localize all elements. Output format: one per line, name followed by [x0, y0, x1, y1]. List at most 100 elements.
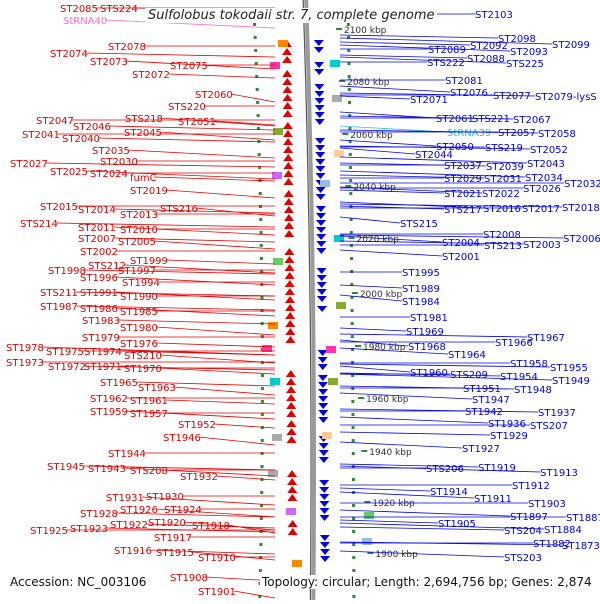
right-gene-label: ST1984	[402, 297, 440, 308]
reverse-gene-arrow	[316, 248, 327, 254]
right-gene-label: ST2098	[498, 34, 536, 45]
left-gene-label: ST1985	[120, 307, 158, 318]
forward-gene-arrow	[285, 304, 296, 311]
left-gene-label: ST2030	[100, 157, 138, 168]
forward-gene-arrow	[287, 494, 298, 501]
left-gene-label: StRNA40	[63, 16, 107, 27]
left-gene-label: STS208	[130, 466, 168, 477]
right-gene-label: ST1929	[490, 431, 528, 442]
right-leader-line	[339, 205, 445, 210]
ruler-dot	[259, 205, 263, 208]
left-gene-label: ST1923	[70, 524, 108, 535]
left-leader-line	[173, 386, 276, 396]
right-leader-line	[339, 294, 403, 302]
left-leader-line	[85, 52, 276, 58]
left-gene-label: ST1971	[84, 362, 122, 373]
left-leader-line	[198, 436, 276, 446]
right-leader-line	[339, 372, 501, 377]
reverse-gene-arrow	[315, 152, 326, 158]
right-leader-line	[339, 463, 479, 468]
ruler-dot	[255, 75, 259, 78]
ruler-dot	[346, 23, 350, 26]
left-leader-line	[115, 276, 276, 286]
reverse-gene-arrow	[317, 364, 328, 370]
reverse-gene-arrow	[315, 159, 326, 165]
genome-title: Sulfolobus tokodaii str. 7, complete gen…	[145, 8, 438, 23]
feature-block	[330, 60, 340, 67]
reverse-gene-arrow	[314, 69, 325, 75]
left-leader-line	[55, 222, 276, 228]
genome-backbone	[304, 0, 316, 604]
ruler-label: 2100 kbp	[344, 26, 387, 36]
right-leader-line	[339, 373, 553, 381]
left-gene-label: ST1908	[170, 573, 208, 584]
ruler-label: 1900 kbp	[375, 550, 418, 560]
forward-gene-arrow	[284, 296, 295, 303]
right-leader-line	[339, 487, 431, 492]
right-gene-label: ST2017	[522, 204, 560, 215]
reverse-gene-arrow	[318, 443, 329, 449]
reverse-gene-arrow	[314, 91, 325, 97]
ruler-dot	[349, 231, 353, 234]
ruler-dot	[352, 595, 356, 598]
left-gene-label: ST1915	[156, 548, 194, 559]
ruler-dot	[254, 62, 258, 65]
right-gene-label: ST1955	[550, 363, 588, 374]
forward-gene-arrow	[282, 86, 293, 93]
left-gene-label: ST2027	[10, 159, 48, 170]
feature-block	[334, 235, 344, 242]
right-gene-label: ST1913	[540, 468, 578, 479]
left-gene-label: ST1922	[110, 520, 148, 531]
right-gene-label: ST1967	[527, 333, 565, 344]
feature-block	[272, 172, 282, 179]
right-leader-line	[339, 392, 473, 400]
reverse-gene-arrow	[319, 542, 330, 548]
left-gene-label: ST1998	[48, 266, 86, 277]
forward-gene-arrow	[286, 402, 297, 409]
left-gene-label: ST1957	[130, 409, 168, 420]
reverse-gene-arrow	[316, 268, 327, 274]
left-leader-line	[183, 521, 276, 531]
ruler-dot	[348, 153, 352, 156]
left-gene-label: fumC	[130, 173, 157, 184]
forward-gene-arrow	[283, 154, 294, 161]
ruler-dot	[259, 231, 263, 234]
ruler-dot	[349, 244, 353, 247]
right-gene-label: ST2052	[530, 145, 568, 156]
left-leader-line	[215, 475, 276, 481]
right-leader-line	[339, 145, 531, 150]
ruler-dot	[254, 49, 258, 52]
ruler-dot	[350, 309, 354, 312]
forward-gene-arrow	[282, 130, 293, 137]
ruler-dot	[260, 465, 264, 468]
left-gene-label: ST2019	[130, 186, 168, 197]
ruler-dot	[350, 348, 354, 351]
ruler-dot	[351, 361, 355, 364]
left-leader-line	[83, 269, 276, 275]
ruler-dot	[351, 478, 355, 481]
reverse-gene-arrow	[319, 480, 330, 486]
reverse-gene-arrow	[315, 145, 326, 151]
right-leader-line	[339, 162, 487, 167]
right-gene-label: ST1966	[495, 338, 533, 349]
left-leader-line	[113, 226, 276, 236]
left-gene-label: ST2051	[178, 117, 216, 128]
right-gene-label: ST1911	[474, 494, 512, 505]
right-gene-label: ST2058	[538, 129, 576, 140]
left-leader-line	[113, 208, 276, 214]
left-gene-label: STS210	[124, 351, 162, 362]
right-leader-line	[339, 44, 511, 52]
ruler-dot	[260, 504, 264, 507]
ruler-label: 1920 kbp	[372, 499, 415, 509]
left-gene-label: ST1932	[180, 472, 218, 483]
right-gene-label: ST2016	[483, 204, 521, 215]
ruler-dot	[259, 244, 263, 247]
feature-block	[322, 432, 332, 439]
left-leader-line	[160, 117, 276, 127]
ruler-dot	[260, 439, 264, 442]
ruler-label: 1960 kbp	[366, 395, 409, 405]
left-leader-line	[104, 19, 276, 29]
right-leader-line	[339, 216, 401, 224]
left-gene-label: ST1959	[90, 407, 128, 418]
left-gene-label: ST2074	[50, 49, 88, 60]
